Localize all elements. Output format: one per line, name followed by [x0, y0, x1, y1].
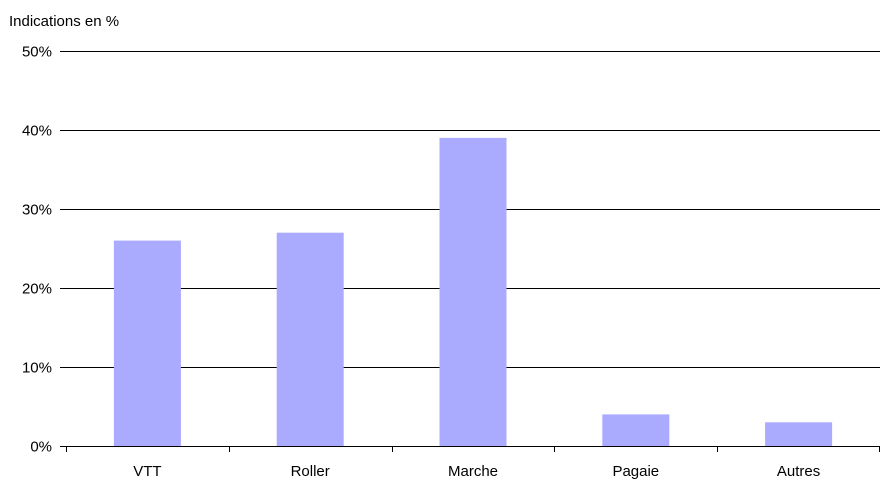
bar-vtt — [114, 241, 181, 446]
x-tick-label: Marche — [448, 463, 498, 479]
x-tick-label: Pagaie — [612, 463, 659, 479]
x-tick-label: Roller — [291, 463, 330, 479]
y-tick-label: 40% — [22, 123, 52, 140]
y-tick-label: 30% — [22, 202, 52, 219]
y-tick-labels: 0% 10% 20% 30% 40% 50% — [22, 44, 52, 456]
bar-marche — [440, 138, 507, 446]
x-tick-label: VTT — [133, 463, 161, 479]
y-axis-label: Indications en % — [9, 13, 119, 30]
y-tick-label: 0% — [30, 439, 52, 456]
x-tick-label: Autres — [777, 463, 820, 479]
x-tick-labels: VTT Roller Marche Pagaie Autres — [133, 463, 820, 479]
bar-autres — [765, 422, 832, 446]
y-tick-label: 50% — [22, 44, 52, 61]
y-tick-label: 10% — [22, 360, 52, 377]
y-tick-label: 20% — [22, 281, 52, 298]
bars — [114, 138, 832, 446]
bar-roller — [277, 233, 344, 446]
bar-pagaie — [602, 414, 669, 446]
